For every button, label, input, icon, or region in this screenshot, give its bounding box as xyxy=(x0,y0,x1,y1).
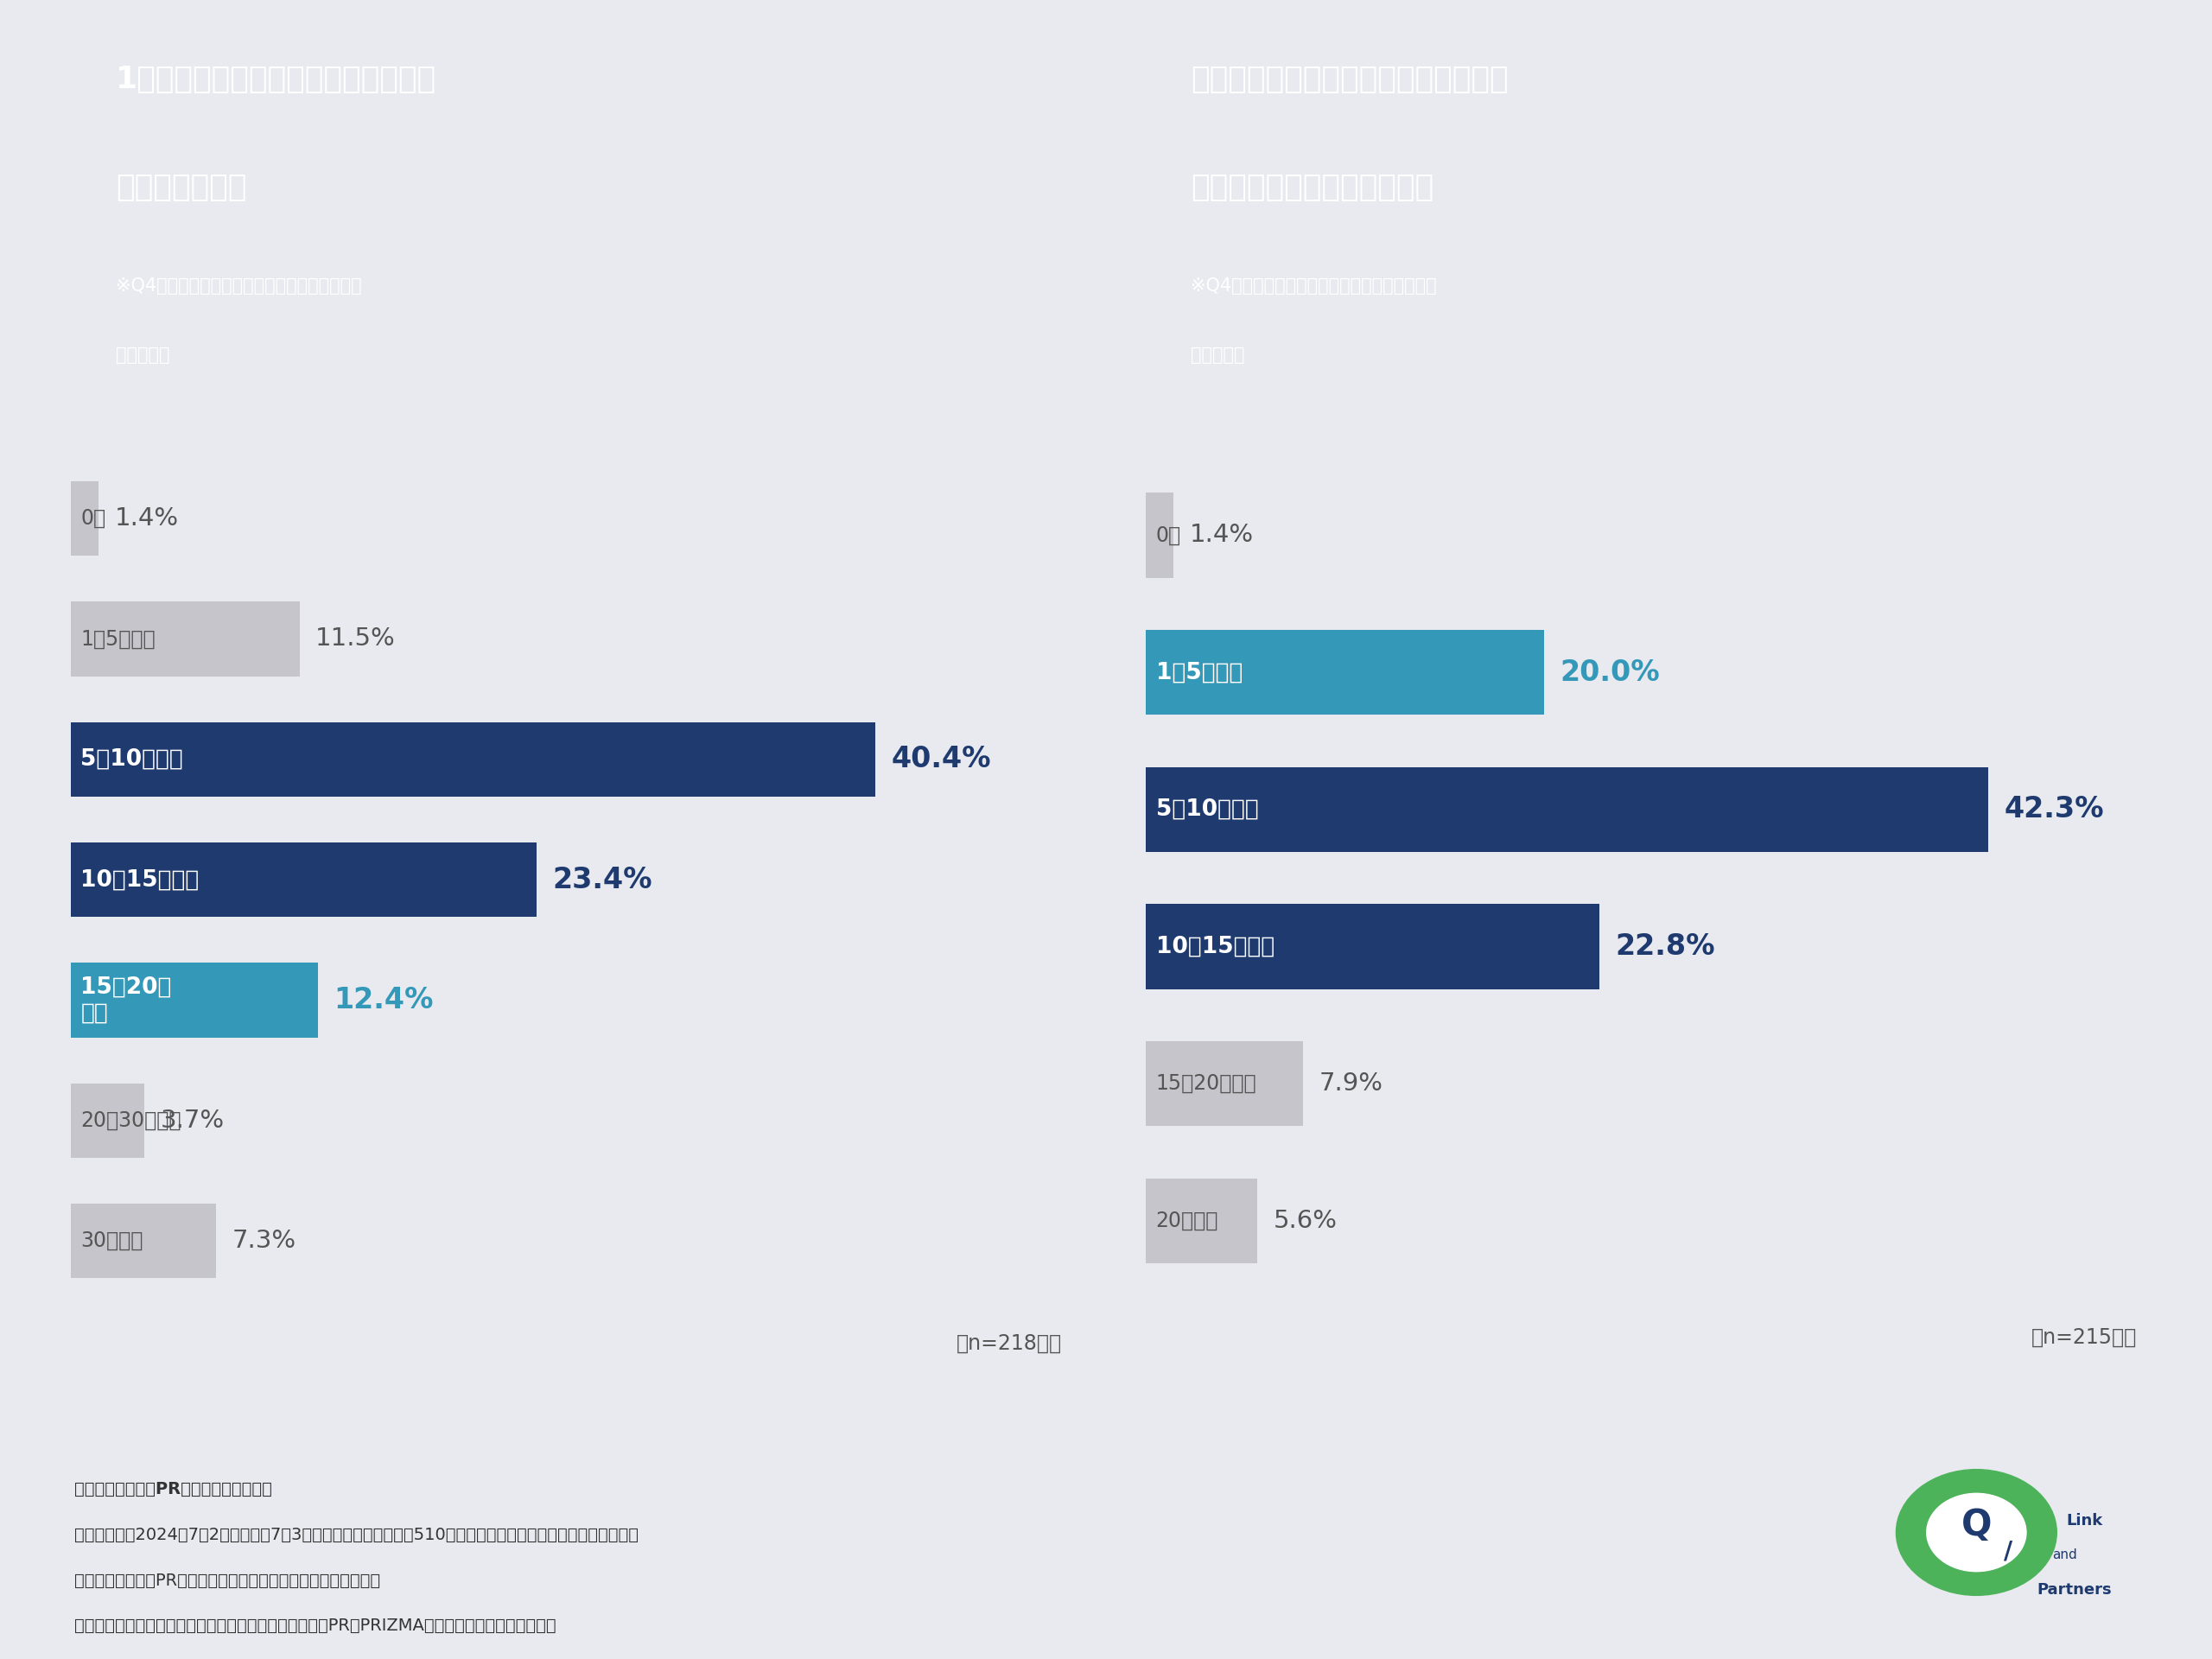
Text: 15〜20件未満: 15〜20件未満 xyxy=(1155,1073,1256,1093)
Text: 12.4%: 12.4% xyxy=(334,985,434,1014)
Text: ・調査対象：調査PRを実施したことがあるマーケティング担当者: ・調査対象：調査PRを実施したことがあるマーケティング担当者 xyxy=(75,1573,380,1589)
Text: Partners: Partners xyxy=(2037,1583,2112,1598)
Text: 回答した方: 回答した方 xyxy=(115,347,170,363)
Text: 5.6%: 5.6% xyxy=(1274,1209,1338,1233)
Text: 15〜20件
未満: 15〜20件 未満 xyxy=(80,975,173,1024)
Text: 22.8%: 22.8% xyxy=(1615,932,1717,961)
Bar xyxy=(1146,904,1599,989)
Bar xyxy=(71,602,301,677)
Text: 1.4%: 1.4% xyxy=(1190,523,1254,547)
Text: ・調査期間：2024年7月2日（火）〜7月3日（水）　・調査人数：510人　・モニター提供元：ゼネラルリサーチ: ・調査期間：2024年7月2日（火）〜7月3日（水） ・調査人数：510人 ・モ… xyxy=(75,1526,639,1543)
Bar xyxy=(1146,630,1544,715)
Circle shape xyxy=(1896,1470,2057,1596)
Text: 7.9%: 7.9% xyxy=(1318,1072,1382,1095)
Bar xyxy=(71,722,876,796)
Text: 5〜10件未満: 5〜10件未満 xyxy=(80,748,184,770)
Text: and: and xyxy=(2053,1550,2077,1561)
Text: Link: Link xyxy=(2066,1513,2104,1528)
Text: 20〜30件未満: 20〜30件未満 xyxy=(80,1110,181,1131)
Text: 教えてください: 教えてください xyxy=(115,173,246,202)
Bar xyxy=(71,1083,144,1158)
Text: 20.0%: 20.0% xyxy=(1559,659,1659,687)
Text: 資料ダウンロード数からどれくらいの: 資料ダウンロード数からどれくらいの xyxy=(1190,65,1509,95)
Text: 3.7%: 3.7% xyxy=(159,1108,223,1133)
Text: 40.4%: 40.4% xyxy=(891,745,991,773)
Text: 《調査概要：調査PRに関するアンケート: 《調査概要：調査PRに関するアンケート xyxy=(75,1481,272,1498)
Bar xyxy=(1146,493,1175,577)
Text: 0件: 0件 xyxy=(1155,524,1181,546)
Text: 1.4%: 1.4% xyxy=(115,506,179,531)
Text: 42.3%: 42.3% xyxy=(2004,795,2104,825)
Bar xyxy=(1146,766,1989,853)
Bar xyxy=(71,962,319,1037)
Text: 11.5%: 11.5% xyxy=(316,627,396,650)
Text: 1〜5件未満: 1〜5件未満 xyxy=(1155,662,1243,684)
Text: Q: Q xyxy=(1962,1506,1991,1543)
Text: 23.4%: 23.4% xyxy=(553,866,653,894)
Text: 商談件数に繋がりましたか？: 商談件数に繋がりましたか？ xyxy=(1190,173,1433,202)
Text: 0件: 0件 xyxy=(80,508,106,529)
Bar xyxy=(71,843,538,917)
Circle shape xyxy=(1927,1493,2026,1571)
Text: 30件以上: 30件以上 xyxy=(80,1231,144,1251)
Bar xyxy=(1146,1178,1256,1262)
Bar xyxy=(1146,1042,1303,1126)
Text: 1記事あたりの資料ダウンロード数を: 1記事あたりの資料ダウンロード数を xyxy=(115,65,436,95)
Text: ※Q4で「ホワイトペーパーやお役立ち資料」と: ※Q4で「ホワイトペーパーやお役立ち資料」と xyxy=(115,277,361,294)
Text: （n=218人）: （n=218人） xyxy=(956,1332,1062,1354)
Text: 10〜15件未満: 10〜15件未満 xyxy=(80,868,199,891)
Bar xyxy=(71,481,100,556)
Text: 回答した方: 回答した方 xyxy=(1190,347,1245,363)
Text: ※Q4で「ホワイトペーパーやお役立ち資料」と: ※Q4で「ホワイトペーパーやお役立ち資料」と xyxy=(1190,277,1436,294)
Text: ・調査方法：リンクアンドパートナーズが提供する調査PR「PRIZMA」によるインターネット調査: ・調査方法：リンクアンドパートナーズが提供する調査PR「PRIZMA」によるイン… xyxy=(75,1618,555,1634)
Text: 20件以上: 20件以上 xyxy=(1155,1211,1219,1231)
Text: 1〜5件未満: 1〜5件未満 xyxy=(80,629,155,649)
Bar xyxy=(71,1203,217,1277)
Text: 7.3%: 7.3% xyxy=(232,1229,296,1253)
Text: （n=215人）: （n=215人） xyxy=(2031,1327,2137,1347)
Text: 10〜15件未満: 10〜15件未満 xyxy=(1155,936,1274,957)
Text: 5〜10件未満: 5〜10件未満 xyxy=(1155,798,1259,821)
Text: /: / xyxy=(2004,1540,2013,1563)
